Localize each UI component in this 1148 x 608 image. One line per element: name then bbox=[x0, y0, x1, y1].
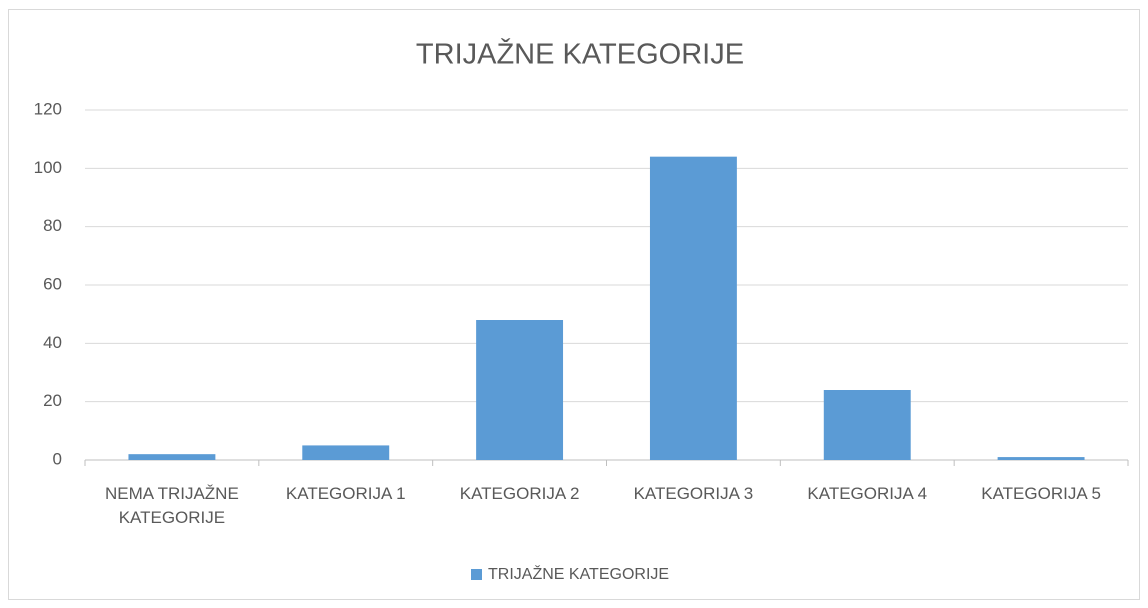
y-tick-label: 40 bbox=[43, 333, 62, 352]
bar bbox=[997, 457, 1085, 460]
bar bbox=[649, 156, 737, 460]
x-tick-label: NEMA TRIJAŽNE KATEGORIJE bbox=[104, 484, 239, 527]
x-tick-label: KATEGORIJA 2 bbox=[459, 484, 580, 503]
bar bbox=[476, 320, 564, 460]
y-tick-label: 0 bbox=[53, 449, 62, 468]
bar bbox=[302, 445, 390, 460]
y-tick-label: 80 bbox=[43, 216, 62, 235]
bar bbox=[128, 454, 216, 460]
y-tick-label: 120 bbox=[34, 99, 62, 118]
chart-border bbox=[8, 9, 1140, 600]
y-tick-label: 60 bbox=[43, 274, 62, 293]
y-tick-label: 20 bbox=[43, 391, 62, 410]
bar bbox=[823, 390, 911, 460]
chart-title: TRIJAŽNE KATEGORIJE bbox=[416, 38, 744, 71]
legend-swatch bbox=[471, 569, 482, 580]
x-tick-label: KATEGORIJA 5 bbox=[981, 484, 1101, 503]
legend-label: TRIJAŽNE KATEGORIJE bbox=[488, 564, 669, 583]
y-tick-label: 100 bbox=[34, 158, 62, 177]
x-tick-label: KATEGORIJA 3 bbox=[633, 484, 754, 503]
x-tick-label: KATEGORIJA 1 bbox=[285, 484, 406, 503]
x-tick-label: KATEGORIJA 4 bbox=[807, 484, 928, 503]
